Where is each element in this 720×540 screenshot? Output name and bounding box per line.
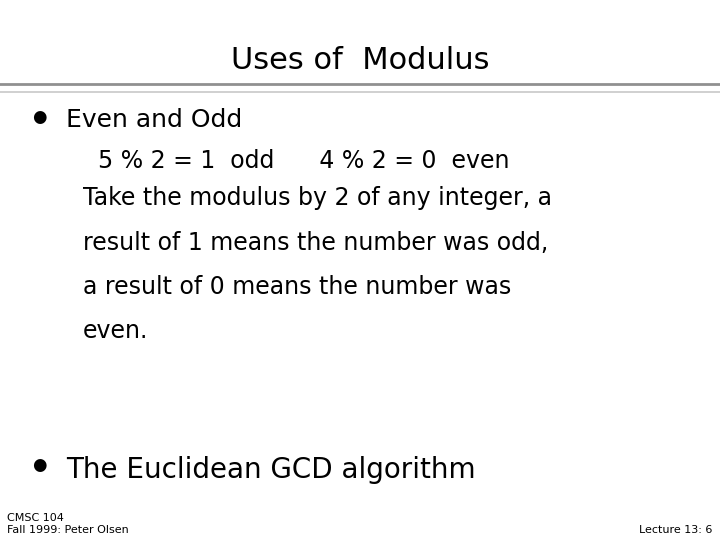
Text: The Euclidean GCD algorithm: The Euclidean GCD algorithm: [66, 456, 476, 484]
Text: CMSC 104
Fall 1999: Peter Olsen: CMSC 104 Fall 1999: Peter Olsen: [7, 513, 129, 535]
Text: ●: ●: [32, 456, 47, 474]
Text: Take the modulus by 2 of any integer, a: Take the modulus by 2 of any integer, a: [83, 186, 552, 210]
Text: ●: ●: [32, 108, 47, 126]
Text: Uses of  Modulus: Uses of Modulus: [230, 46, 490, 75]
Text: 5 % 2 = 1  odd      4 % 2 = 0  even: 5 % 2 = 1 odd 4 % 2 = 0 even: [83, 148, 509, 172]
Text: Even and Odd: Even and Odd: [66, 108, 243, 132]
Text: even.: even.: [83, 319, 148, 343]
Text: Lecture 13: 6: Lecture 13: 6: [639, 524, 713, 535]
Text: a result of 0 means the number was: a result of 0 means the number was: [83, 275, 511, 299]
Text: result of 1 means the number was odd,: result of 1 means the number was odd,: [83, 231, 548, 254]
